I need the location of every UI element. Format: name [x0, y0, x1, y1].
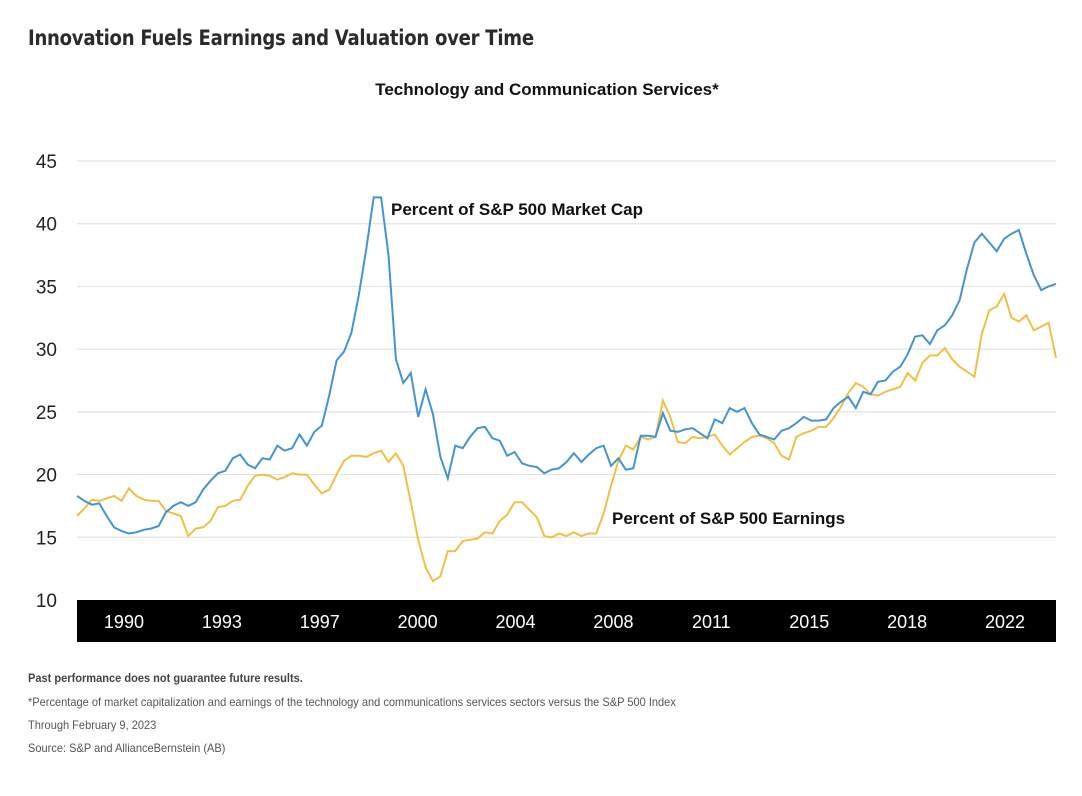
y-tick-label: 35 [36, 277, 57, 298]
x-axis-ticks: 1990 1993 1997 2000 2004 2008 2011 2015 2018 2022 [104, 612, 1025, 632]
series-lines [76, 196, 1057, 583]
x-axis-band [77, 600, 1056, 642]
x-tick-label: 1993 [202, 612, 242, 632]
y-tick-label: 25 [36, 403, 57, 424]
x-tick-label: 2011 [692, 612, 731, 632]
source-text: Source: S&P and AllianceBernstein (AB) [28, 741, 226, 755]
x-tick-label: 2015 [789, 612, 829, 632]
y-tick-label: 10 [36, 591, 57, 612]
x-tick-label: 1997 [300, 612, 340, 632]
gridlines [77, 160, 1056, 538]
y-tick-label: 15 [36, 528, 57, 549]
x-tick-label: 2022 [985, 612, 1025, 632]
y-tick-label: 20 [36, 466, 57, 487]
annotation-market-cap: Percent of S&P 500 Market Cap [391, 200, 643, 219]
market-cap-line [76, 196, 1057, 535]
x-tick-label: 2000 [398, 612, 438, 632]
y-tick-label: 40 [36, 215, 57, 236]
y-tick-label: 30 [36, 340, 57, 361]
date-text: Through February 9, 2023 [28, 718, 157, 732]
disclaimer-text: Past performance does not guarantee futu… [28, 671, 303, 685]
y-tick-label: 45 [36, 152, 57, 173]
x-tick-label: 1990 [104, 612, 144, 632]
earnings-line [76, 291, 1057, 583]
x-tick-label: 2018 [887, 612, 927, 632]
annotation-earnings: Percent of S&P 500 Earnings [612, 509, 845, 528]
x-tick-label: 2004 [496, 612, 536, 632]
y-axis-ticks: 45 40 35 30 25 20 15 10 [36, 152, 57, 612]
page-title: Innovation Fuels Earnings and Valuation … [28, 26, 534, 50]
footnote-text: *Percentage of market capitalization and… [28, 695, 676, 709]
chart-title: Technology and Communication Services* [375, 80, 719, 99]
x-tick-label: 2008 [593, 612, 633, 632]
